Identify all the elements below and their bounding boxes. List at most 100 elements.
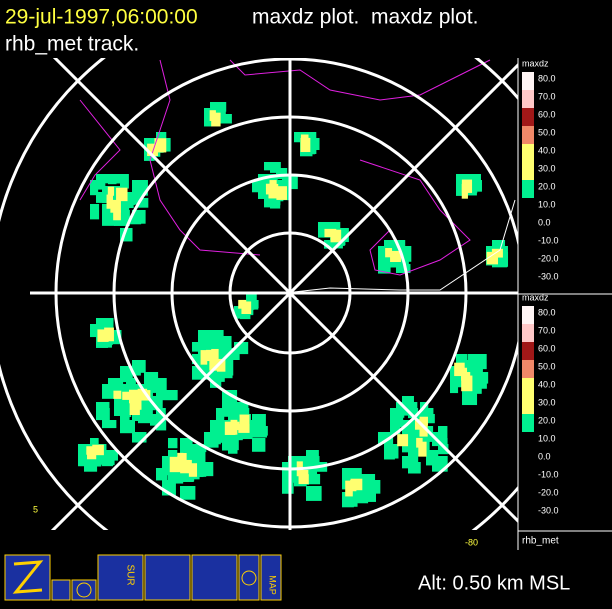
legend-label: -30.0 — [538, 505, 559, 515]
platform-label: rhb_met — [522, 536, 559, 547]
echo — [168, 438, 178, 449]
map-label: MAP — [268, 575, 278, 595]
echo-strong — [209, 357, 218, 371]
radar-button[interactable] — [238, 554, 260, 601]
echo — [228, 414, 237, 423]
legend-swatch — [522, 360, 534, 378]
echo — [348, 468, 362, 477]
echo — [306, 138, 317, 154]
echo — [156, 468, 168, 481]
echo-strong — [461, 183, 468, 199]
echo — [408, 408, 419, 419]
echo-strong — [188, 463, 198, 477]
legend-label: -20.0 — [538, 253, 559, 263]
legend-label: 40.0 — [538, 379, 556, 389]
echo-strong — [86, 446, 97, 455]
legend-swatch — [522, 108, 534, 126]
echo — [252, 414, 265, 427]
echo — [204, 432, 219, 448]
echo — [396, 240, 406, 254]
circle-button[interactable] — [71, 579, 97, 601]
echo-strong — [397, 434, 409, 447]
echo — [192, 444, 207, 453]
echo-strong — [113, 390, 122, 399]
legend-swatch — [522, 144, 534, 162]
echo — [276, 168, 288, 180]
echo — [114, 396, 126, 406]
echo-strong — [129, 399, 140, 416]
legend-label: 70.0 — [538, 91, 556, 101]
echo-strong — [454, 362, 465, 377]
echo — [156, 132, 167, 144]
survey-button[interactable] — [97, 554, 144, 601]
echo-strong — [241, 301, 252, 315]
echo — [156, 420, 167, 431]
zoom-icon — [12, 560, 44, 594]
echo — [114, 174, 126, 184]
echo — [192, 354, 206, 365]
echo — [120, 366, 130, 376]
echo — [78, 456, 87, 467]
echo — [102, 204, 113, 216]
echo-strong — [106, 194, 113, 209]
echo — [222, 438, 231, 451]
legend-swatch — [522, 324, 534, 342]
legend-swatch — [522, 126, 534, 144]
echo — [96, 402, 110, 411]
echo — [402, 426, 412, 441]
echo — [390, 408, 405, 418]
track-line — [79, 99, 121, 201]
echo — [126, 216, 142, 225]
echo — [252, 426, 267, 438]
grid-button[interactable] — [51, 579, 71, 601]
echo-strong — [385, 248, 393, 258]
legend-label: 10.0 — [538, 199, 556, 209]
legend-label: 0.0 — [538, 217, 551, 227]
echo-strong — [419, 416, 428, 426]
echo-strong — [206, 349, 213, 362]
legend-title: maxdz — [522, 292, 549, 302]
echo — [216, 336, 232, 352]
plot-title: maxdz plot. maxdz plot. — [252, 6, 478, 29]
echo — [132, 180, 148, 196]
legend-label: 70.0 — [538, 325, 556, 335]
echo-strong — [419, 422, 428, 437]
legend-label: -10.0 — [538, 235, 559, 245]
track-line — [359, 159, 471, 276]
echo-strong — [180, 453, 187, 466]
rhi-button[interactable] — [144, 554, 191, 601]
echo — [456, 354, 468, 369]
echo-strong — [418, 441, 427, 457]
echo — [90, 456, 102, 467]
echo — [150, 378, 160, 391]
timestamp: 29-jul-1997,06:00:00 — [5, 6, 198, 29]
echo — [474, 378, 487, 389]
altitude-label: Alt: 0.50 km MSL — [418, 572, 570, 594]
echo — [210, 372, 222, 388]
echo — [156, 390, 166, 399]
echo — [498, 252, 509, 267]
echo-strong — [169, 456, 182, 473]
echo — [90, 180, 106, 190]
echo — [102, 420, 117, 429]
echo-strong — [238, 423, 250, 433]
range-rings — [0, 58, 518, 530]
echo — [402, 456, 414, 469]
circle-icon — [76, 582, 92, 598]
echo-strong — [324, 228, 337, 238]
echo-strong — [461, 375, 473, 392]
echo — [192, 342, 207, 352]
echo-strong — [486, 251, 498, 265]
echo-strong — [200, 350, 208, 365]
legend-swatch — [522, 396, 534, 414]
echo — [132, 360, 146, 373]
echo — [408, 456, 418, 470]
echo-strong — [330, 229, 342, 243]
echo — [78, 444, 88, 455]
legend-swatch — [522, 414, 534, 432]
echo — [120, 408, 132, 418]
ship-button[interactable] — [191, 554, 238, 601]
map-button[interactable] — [260, 554, 282, 601]
track-title: rhb_met track. — [5, 33, 139, 56]
echo-strong — [138, 390, 151, 401]
